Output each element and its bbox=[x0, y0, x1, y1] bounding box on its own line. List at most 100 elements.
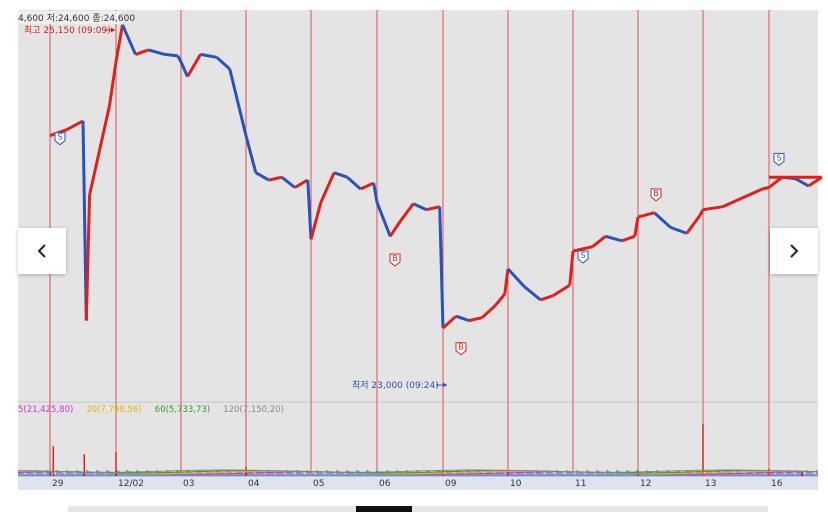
signal-badge bbox=[455, 342, 467, 356]
price-segment-52 bbox=[633, 216, 640, 237]
x-tick-2: 03 bbox=[183, 479, 194, 489]
price-segment-38 bbox=[455, 314, 470, 323]
price-segment-41 bbox=[493, 293, 506, 307]
price-segment-56 bbox=[685, 214, 702, 235]
signal-label: S bbox=[776, 153, 781, 162]
price-segment-45 bbox=[540, 294, 554, 302]
price-segment-20 bbox=[255, 171, 270, 182]
price-segment-57 bbox=[698, 208, 705, 217]
price-segment-8 bbox=[114, 24, 124, 63]
signal-badge bbox=[773, 152, 785, 167]
price-segment-23 bbox=[294, 178, 309, 189]
x-tick-1: 12/02 bbox=[118, 479, 144, 489]
scrollbar-thumb[interactable] bbox=[356, 506, 412, 512]
x-tick-9: 12 bbox=[640, 479, 651, 489]
x-tick-7: 10 bbox=[510, 479, 522, 489]
price-segment-34 bbox=[412, 202, 428, 212]
signal-marker-4: B bbox=[650, 188, 662, 202]
prev-button[interactable] bbox=[18, 228, 66, 274]
chevron-right-icon bbox=[790, 244, 799, 258]
signal-label: B bbox=[458, 343, 464, 352]
next-button[interactable] bbox=[770, 228, 818, 274]
signal-marker-1: B bbox=[389, 253, 401, 267]
price-segment-27 bbox=[333, 171, 348, 179]
price-segment-63 bbox=[768, 176, 784, 189]
x-tick-6: 09 bbox=[445, 479, 457, 489]
x-axis-band bbox=[18, 476, 818, 490]
price-segment-51 bbox=[621, 234, 636, 243]
price-segment-49 bbox=[591, 235, 607, 248]
price-segment-33 bbox=[398, 202, 415, 223]
signal-marker-0: S bbox=[54, 132, 66, 146]
price-segment-12 bbox=[164, 52, 178, 58]
x-tick-10: 13 bbox=[705, 479, 716, 489]
price-segment-39 bbox=[468, 316, 483, 323]
price-segment-60 bbox=[735, 193, 750, 203]
signal-marker-5: S bbox=[773, 152, 785, 167]
volume-legend-1: 20(7,798,56) bbox=[86, 405, 141, 415]
high-marker-label: 최고 25,150 (09:09) bbox=[24, 25, 111, 36]
volume-ma-3 bbox=[17, 469, 819, 473]
price-segment-19 bbox=[244, 135, 258, 174]
price-segment-14 bbox=[179, 61, 189, 78]
price-segment-5 bbox=[88, 150, 101, 196]
price-segment-28 bbox=[346, 176, 362, 191]
ohlc-info-bg bbox=[18, 11, 122, 24]
price-segment-29 bbox=[359, 181, 375, 191]
price-segment-25 bbox=[309, 201, 323, 240]
volume-ma-1 bbox=[17, 470, 819, 475]
price-segment-24 bbox=[306, 180, 313, 240]
price-segment-4 bbox=[84, 194, 92, 321]
x-tick-5: 06 bbox=[379, 479, 391, 489]
signal-marker-2: B bbox=[455, 342, 467, 356]
price-segment-16 bbox=[200, 52, 218, 59]
price-segment-35 bbox=[426, 205, 441, 212]
volume-bars bbox=[18, 424, 818, 476]
price-segment-47 bbox=[568, 250, 575, 286]
price-segment-50 bbox=[605, 234, 623, 243]
price-segment-59 bbox=[722, 199, 737, 209]
signal-badge bbox=[650, 188, 662, 202]
signal-badge bbox=[577, 250, 589, 264]
x-tick-8: 11 bbox=[575, 479, 586, 489]
price-segment-65 bbox=[794, 177, 810, 188]
price-series bbox=[49, 24, 823, 330]
x-tick-0: 29 bbox=[52, 479, 64, 489]
volume-legend-3: 120(7,150,20) bbox=[223, 405, 284, 415]
price-segment-62 bbox=[762, 186, 770, 191]
price-segment-11 bbox=[148, 48, 166, 56]
signal-label: B bbox=[653, 189, 659, 198]
price-segment-53 bbox=[637, 211, 655, 219]
price-segment-15 bbox=[186, 53, 202, 78]
price-segment-26 bbox=[319, 172, 336, 203]
price-segment-32 bbox=[388, 220, 402, 238]
price-segment-54 bbox=[653, 211, 672, 229]
high-marker-arrowhead bbox=[111, 27, 115, 33]
price-segment-40 bbox=[480, 304, 497, 319]
price-segment-31 bbox=[375, 201, 392, 237]
signal-markers: S B B S B S bbox=[54, 132, 785, 356]
price-segment-7 bbox=[107, 61, 118, 107]
price-segment-44 bbox=[523, 285, 542, 302]
price-segment-18 bbox=[228, 68, 248, 137]
volume-legend: 5(21,425,80) 20(7,798,56) 60(5,733,73) 120(… bbox=[18, 405, 284, 415]
x-tick-4: 05 bbox=[313, 479, 324, 489]
price-segment-55 bbox=[669, 225, 688, 235]
chevron-left-icon bbox=[37, 244, 46, 258]
low-marker-arrowhead bbox=[443, 382, 447, 388]
volume-legend-2: 60(5,733,73) bbox=[155, 405, 210, 415]
price-segment-21 bbox=[268, 175, 283, 182]
price-segment-22 bbox=[280, 176, 296, 189]
price-segment-43 bbox=[506, 267, 526, 288]
ohlc-info: 4,600 저:24,600 종:24,600 bbox=[18, 13, 135, 24]
x-axis-tick-labels: 29 12/02 03 04 05 06 09 10 11 12 13 16 bbox=[52, 479, 783, 489]
volume-moving-averages bbox=[17, 469, 819, 475]
signal-label: S bbox=[57, 133, 62, 142]
signal-badge bbox=[54, 132, 66, 146]
signal-label: S bbox=[580, 251, 585, 260]
price-segment-48 bbox=[572, 245, 593, 253]
scrollbar-track[interactable] bbox=[68, 506, 768, 512]
signal-badge bbox=[389, 253, 401, 267]
signal-label: B bbox=[392, 254, 398, 263]
